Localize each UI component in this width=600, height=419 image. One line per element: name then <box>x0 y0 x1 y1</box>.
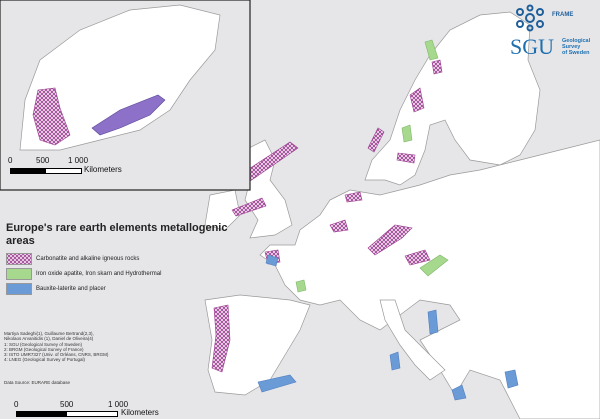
inset-scale-500: 500 <box>36 156 50 165</box>
sgu-logo-subtitle: Geological Survey of Sweden <box>562 38 590 56</box>
carbonatite-area <box>231 197 267 217</box>
legend-label: Bauxite-laterite and placer <box>36 286 106 292</box>
credit-line: 4: LNEG (Geological Survey of Portugal) <box>4 357 86 363</box>
bauxite-area <box>451 384 467 401</box>
data-source: Data Source: EURARE database <box>4 380 71 385</box>
blue-swatch-icon <box>6 283 32 295</box>
bauxite-area <box>504 369 519 389</box>
inset-scale-bar <box>10 168 82 174</box>
credits: Martiya Sadeghi(1), Guillaume Bertrand(2… <box>4 331 108 363</box>
carbonatite-area <box>32 87 71 146</box>
main-scale-bar <box>16 411 118 417</box>
iocg-area <box>419 254 449 277</box>
legend-label: Carbonatite and alkaline igneous rocks <box>36 256 140 262</box>
carbonatite-area <box>409 87 425 113</box>
greenland <box>19 4 221 151</box>
bauxite-area <box>427 309 439 335</box>
carbonatite-bauxite-area <box>91 94 166 136</box>
main-scale-unit: Kilometers <box>121 408 159 417</box>
credit-line: 3: ISTO UMR7327 (Univ. of Orléans, CNRS,… <box>4 352 109 358</box>
iberia <box>204 294 311 396</box>
legend-title: Europe's rare earth elements metallogeni… <box>6 222 228 247</box>
inset-scale-1000: 1 000 <box>68 156 89 165</box>
carbonatite-area <box>431 59 443 75</box>
credit-line: 2: BRGM (Geological Survey of France) <box>4 346 84 352</box>
carbonatite-area <box>404 249 431 266</box>
bauxite-area <box>265 254 279 267</box>
legend: Europe's rare earth elements metallogeni… <box>6 222 236 297</box>
carbonatite-area <box>367 127 385 153</box>
sgu-sub-line: Geological <box>562 38 591 44</box>
legend-item-iocg: Iron oxide apatite, Iron skarn and Hydro… <box>6 267 236 281</box>
carbonatite-area <box>396 152 416 164</box>
legend-label: Iron oxide apatite, Iron skarn and Hydro… <box>36 271 162 277</box>
frame-logo-icon <box>516 4 544 32</box>
carbonatite-area <box>211 304 231 373</box>
sgu-sub-line: of Sweden <box>562 50 590 56</box>
carbonatite-area <box>367 224 413 256</box>
bauxite-area <box>389 351 401 371</box>
frame-logo-text: FRAME <box>552 12 574 18</box>
credit-line: Martiya Sadeghi(1), Guillaume Bertrand(2… <box>4 331 94 336</box>
carbonatite-area <box>344 191 363 203</box>
sgu-sub-line: Survey <box>562 44 581 50</box>
crosshatch-swatch-icon <box>6 253 32 265</box>
italy <box>379 299 446 381</box>
scandinavia <box>364 11 541 186</box>
legend-item-bauxite: Bauxite-laterite and placer <box>6 282 236 296</box>
iocg-area <box>424 39 439 61</box>
land <box>204 11 600 419</box>
main-scale-0: 0 <box>14 400 19 409</box>
greenland-inset <box>0 0 251 191</box>
carbonatite-area <box>329 219 349 233</box>
ireland <box>204 189 241 231</box>
iocg-area <box>401 124 413 143</box>
credit-line: Nikolaos Arvanitidis (1), Daniel de Oliv… <box>4 336 94 342</box>
green-swatch-icon <box>6 268 32 280</box>
iocg-area <box>295 279 307 293</box>
legend-item-carbonatite: Carbonatite and alkaline igneous rocks <box>6 252 236 266</box>
main-scale-500: 500 <box>60 400 74 409</box>
logos: FRAME SGU Geological Survey of Sweden <box>510 4 598 60</box>
credit-line: 1: SGU (Geological Survey of Sweden) <box>4 341 83 347</box>
inset-scale-unit: Kilometers <box>84 165 122 174</box>
bauxite-area <box>257 374 297 393</box>
sgu-logo-text: SGU <box>510 34 555 59</box>
inset-scale-0: 0 <box>8 156 13 165</box>
main-scale-1000: 1 000 <box>108 400 129 409</box>
